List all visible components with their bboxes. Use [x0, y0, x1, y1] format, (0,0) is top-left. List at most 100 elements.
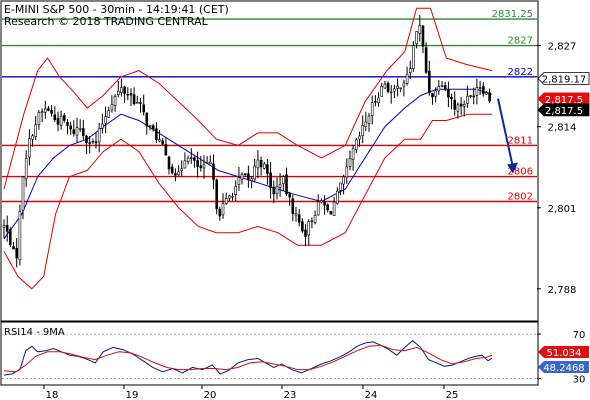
candle-body — [151, 125, 155, 130]
candle-body — [43, 108, 47, 113]
candle-body — [170, 166, 174, 174]
candle-body — [34, 124, 38, 137]
price-tag-box — [537, 92, 590, 106]
candle-body — [361, 125, 365, 137]
candle-body — [323, 201, 326, 206]
candle-body — [447, 89, 450, 98]
candle-body — [158, 139, 161, 142]
candle-body — [288, 193, 292, 198]
candle-body — [190, 157, 193, 159]
price-tag-red: 2,817.5 — [537, 92, 590, 106]
level-label-2822: 2822 — [508, 67, 533, 78]
candle-body — [396, 85, 399, 89]
candle-body — [421, 25, 425, 47]
price-axis: 2,827 2,814 2,801 2,788 — [537, 42, 576, 296]
candle-body — [205, 162, 209, 164]
rsi-title: RSI14 - 9MA — [4, 327, 65, 338]
candle-body — [377, 97, 380, 103]
time-tick-label: 19 — [126, 390, 139, 400]
candle-body — [120, 87, 123, 94]
candle-body — [12, 246, 15, 250]
candle-body — [294, 213, 298, 216]
price-tags: 2,819.17 2,817.52,817.5 — [537, 72, 590, 117]
candle-body — [272, 186, 276, 195]
candle-body — [237, 177, 241, 185]
candle-body — [136, 102, 139, 104]
candle-body — [243, 173, 247, 176]
candle-body — [459, 103, 463, 107]
candle-body — [431, 93, 434, 98]
candle-body — [440, 85, 444, 87]
price-tick-label: 2,801 — [548, 204, 577, 215]
candle-body — [69, 125, 72, 130]
candle-body — [72, 129, 76, 134]
time-tick-label: 25 — [446, 390, 459, 400]
candle-body — [15, 248, 18, 259]
candle-body — [126, 94, 130, 96]
time-tick-label: 20 — [204, 390, 217, 400]
rsi-lines — [2, 333, 537, 379]
candle-body — [351, 148, 355, 160]
candle-body — [155, 128, 158, 140]
candle-body — [405, 73, 409, 84]
candle-body — [269, 172, 272, 189]
candle-body — [383, 83, 387, 89]
candle-body — [399, 87, 403, 89]
rsi-axis: 70 30 51.034 48.2468 — [537, 330, 589, 386]
price-panel — [0, 0, 539, 322]
candle-body — [2, 225, 6, 228]
candle-body — [66, 122, 69, 126]
candle-body — [339, 182, 342, 191]
candle-body — [24, 158, 28, 180]
candle-body — [180, 168, 183, 172]
candle-body — [310, 220, 314, 222]
lower-bollinger-band — [3, 113, 492, 290]
candle-body — [386, 82, 390, 92]
candle-body — [97, 128, 101, 143]
candle-body — [250, 178, 253, 181]
candle-body — [37, 112, 41, 125]
rsi-tag-box — [538, 361, 589, 373]
rsi-tag-red: 51.034 — [538, 346, 589, 359]
time-tick-label: 23 — [284, 390, 297, 400]
candle-body — [139, 102, 142, 104]
rsi-panel — [0, 321, 539, 386]
rsi-tick-label: 70 — [573, 330, 586, 341]
candle-body — [132, 94, 136, 105]
candle-body — [5, 225, 9, 232]
time-tick-label: 24 — [365, 390, 378, 400]
candle-body — [278, 184, 282, 188]
candle-body — [424, 47, 428, 73]
moving-average — [3, 88, 493, 240]
candle-body — [59, 115, 63, 126]
level-label-2827: 2827 — [508, 36, 533, 47]
candle-body — [256, 159, 260, 169]
candle-body — [174, 173, 177, 176]
price-tick-label: 2,827 — [548, 42, 577, 53]
candle-body — [224, 198, 228, 204]
candle-body — [297, 214, 301, 223]
candle-body — [418, 25, 422, 34]
candle-body — [177, 171, 180, 176]
price-tag-label: 2,817.5 — [545, 95, 583, 106]
candle-body — [82, 128, 85, 137]
candle-body — [247, 173, 250, 180]
candle-body — [462, 104, 466, 107]
candle-body — [142, 104, 145, 113]
candle-body — [47, 108, 50, 111]
candle-body — [167, 156, 171, 170]
level-labels: 2831.25 2827 2822 2811 2806 2802 — [492, 9, 533, 202]
price-tag-black: 2,819.17 — [537, 72, 590, 86]
candlesticks — [2, 15, 491, 268]
forecast-arrow — [497, 98, 518, 174]
candle-body — [9, 229, 12, 246]
candle-body — [488, 92, 491, 102]
candle-body — [332, 201, 336, 217]
candle-body — [31, 135, 34, 140]
candle-body — [469, 95, 472, 97]
candle-body — [389, 91, 393, 94]
candle-body — [117, 91, 120, 96]
bollinger-bands — [3, 7, 493, 290]
candle-body — [21, 176, 25, 211]
level-label-2802: 2802 — [508, 192, 533, 203]
